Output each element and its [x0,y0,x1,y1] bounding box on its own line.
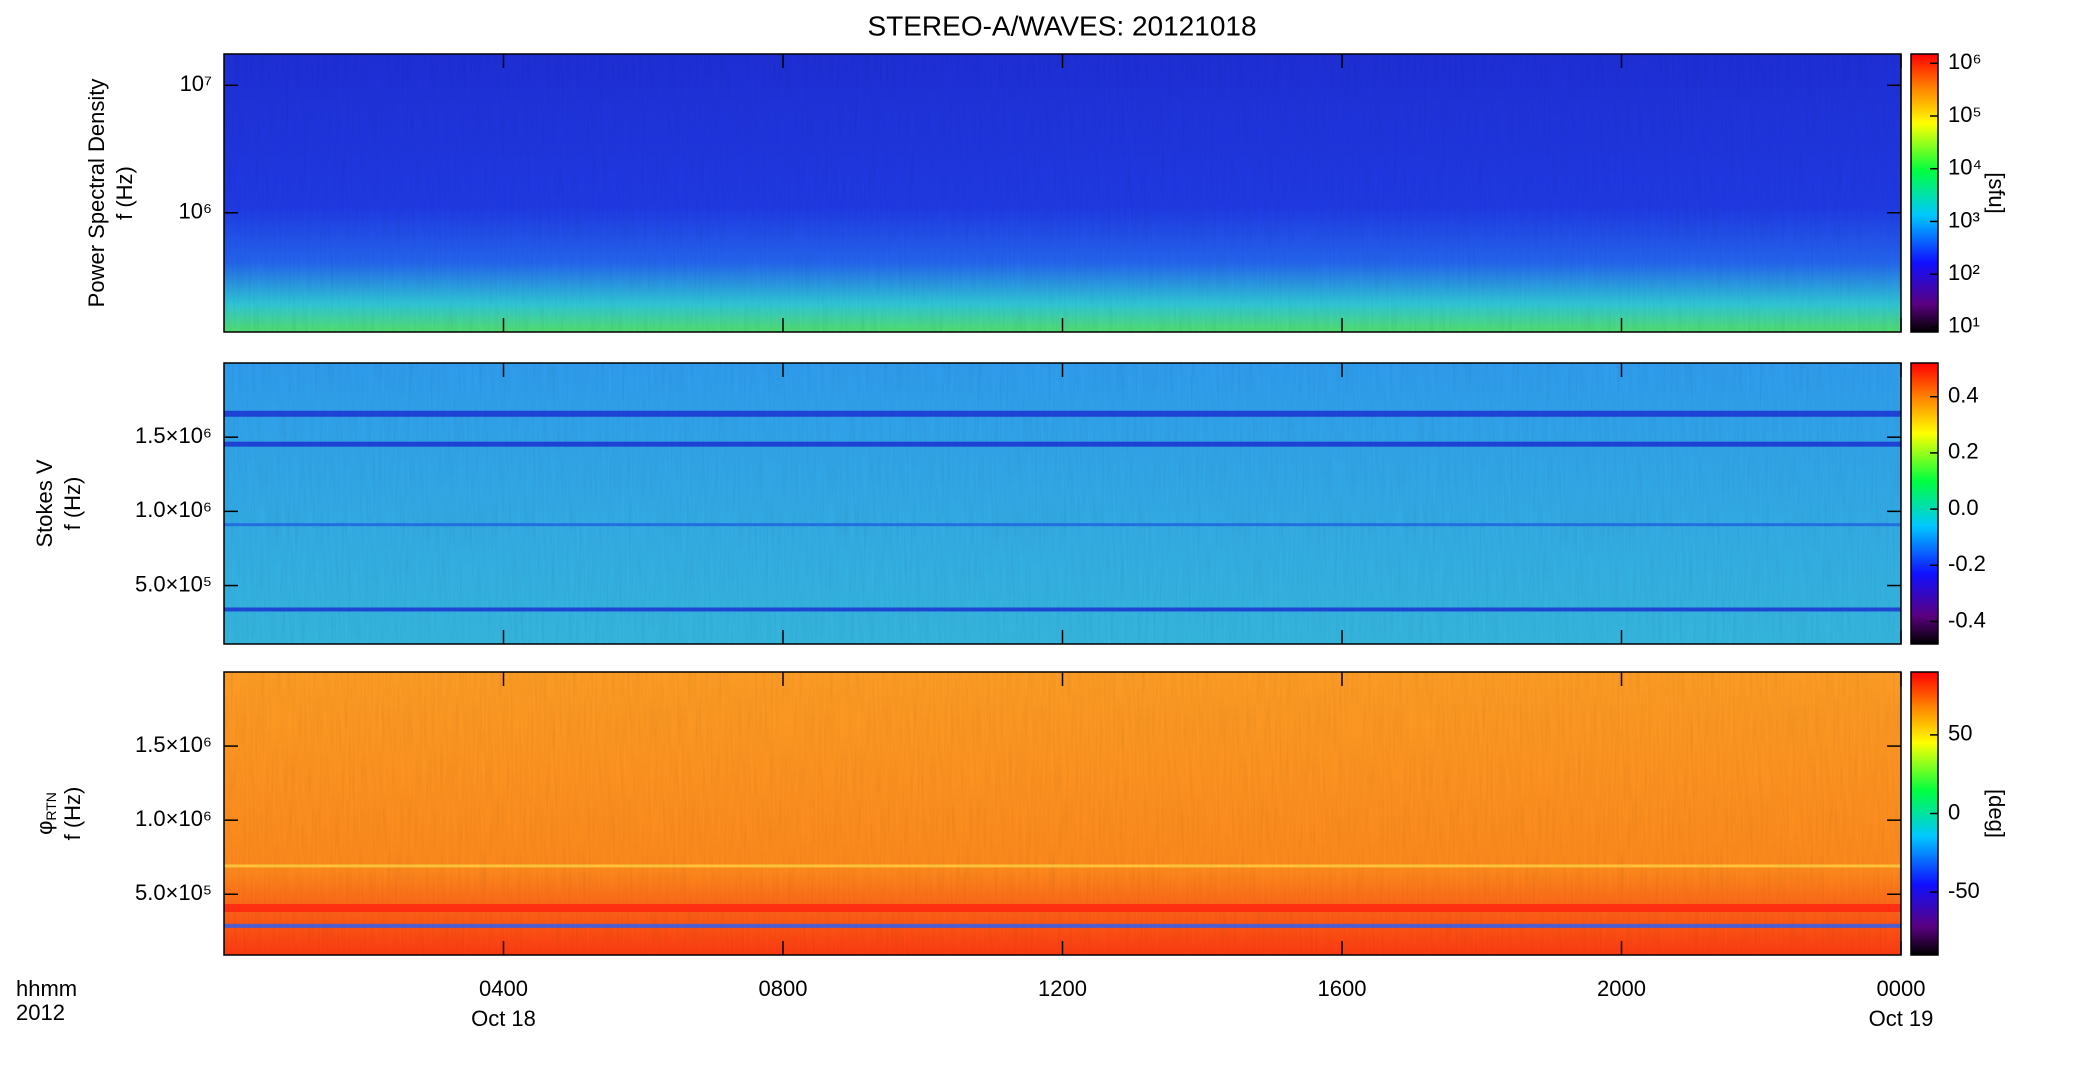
y-tick-label: 10⁶ [178,199,212,224]
colorbar [1910,362,1939,645]
colorbar-tick-label: 10⁶ [1948,49,1982,74]
x-tick-label: 2000 [1597,976,1646,1001]
y-tick-label: 1.0×10⁶ [135,806,212,831]
x-date-label: Oct 18 [471,1006,536,1031]
x-tick-label: 0400 [479,976,528,1001]
spectrogram-band [224,904,1901,913]
spectrogram-band [224,523,1901,527]
x-tick-label: 1200 [1038,976,1087,1001]
y-axis-label: Stokes V [32,459,57,547]
y-axis-label-text: f (Hz) [60,477,85,531]
colorbar-label: [sfu] [1984,172,2009,214]
spectrogram-texture [224,54,1901,332]
y-tick-label: 10⁷ [180,71,212,96]
y-tick-label: 1.5×10⁶ [135,732,212,757]
y-tick-label: 1.0×10⁶ [135,497,212,522]
y-axis-label-text: φ [32,821,57,835]
x-tick-label: 0800 [759,976,808,1001]
colorbar-tick-label: 10¹ [1948,313,1980,338]
y-tick-label: 5.0×10⁵ [135,880,212,905]
spectrogram-texture [224,363,1901,644]
colorbar-tick-label: -50 [1948,878,1980,903]
spectrogram-band [224,923,1901,928]
x-tick-label: 1600 [1318,976,1367,1001]
spectrogram-band [224,864,1901,868]
spectrogram-texture [224,672,1901,955]
colorbar-tick-label: 0.0 [1948,495,1979,520]
chart-title: STEREO-A/WAVES: 20121018 [867,10,1256,41]
colorbar-tick-label: 0.2 [1948,439,1979,464]
x-tick-label: 0000 [1877,976,1926,1001]
colorbar-tick-label: -0.4 [1948,607,1986,632]
y-axis-label-subscript: RTN [43,792,59,821]
colorbar-tick-label: 10⁴ [1948,155,1982,180]
colorbar [1910,53,1939,333]
x-date-label: Oct 19 [1869,1006,1934,1031]
colorbar-tick-label: 0 [1948,799,1960,824]
colorbar-tick-label: 10³ [1948,207,1980,232]
colorbar-tick-label: 0.4 [1948,383,1979,408]
colorbar-tick-label: 10² [1948,260,1980,285]
y-axis-label: f (Hz) [60,787,85,841]
x-unit-label: hhmm [16,976,77,1001]
y-axis-label-text: f (Hz) [60,787,85,841]
y-axis-label: f (Hz) [60,477,85,531]
y-axis-label: f (Hz) [112,166,137,220]
x-year-label: 2012 [16,1000,65,1025]
y-tick-label: 1.5×10⁶ [135,423,212,448]
colorbar-tick-label: 10⁵ [1948,102,1982,127]
colorbar-tick-label: 50 [1948,721,1972,746]
y-axis-label-text: f (Hz) [112,166,137,220]
y-tick-label: 5.0×10⁵ [135,571,212,596]
y-axis-label: φRTN [32,792,59,835]
y-axis-label: Power Spectral Density [84,79,109,308]
colorbar-tick-label: -0.2 [1948,551,1986,576]
y-axis-label-text: Power Spectral Density [84,79,109,308]
spectrogram-band [224,410,1901,417]
spectrogram-band [224,441,1901,447]
colorbar-label: [deg] [1984,789,2009,838]
y-axis-label-text: Stokes V [32,459,57,547]
spectrogram-band [224,607,1901,612]
